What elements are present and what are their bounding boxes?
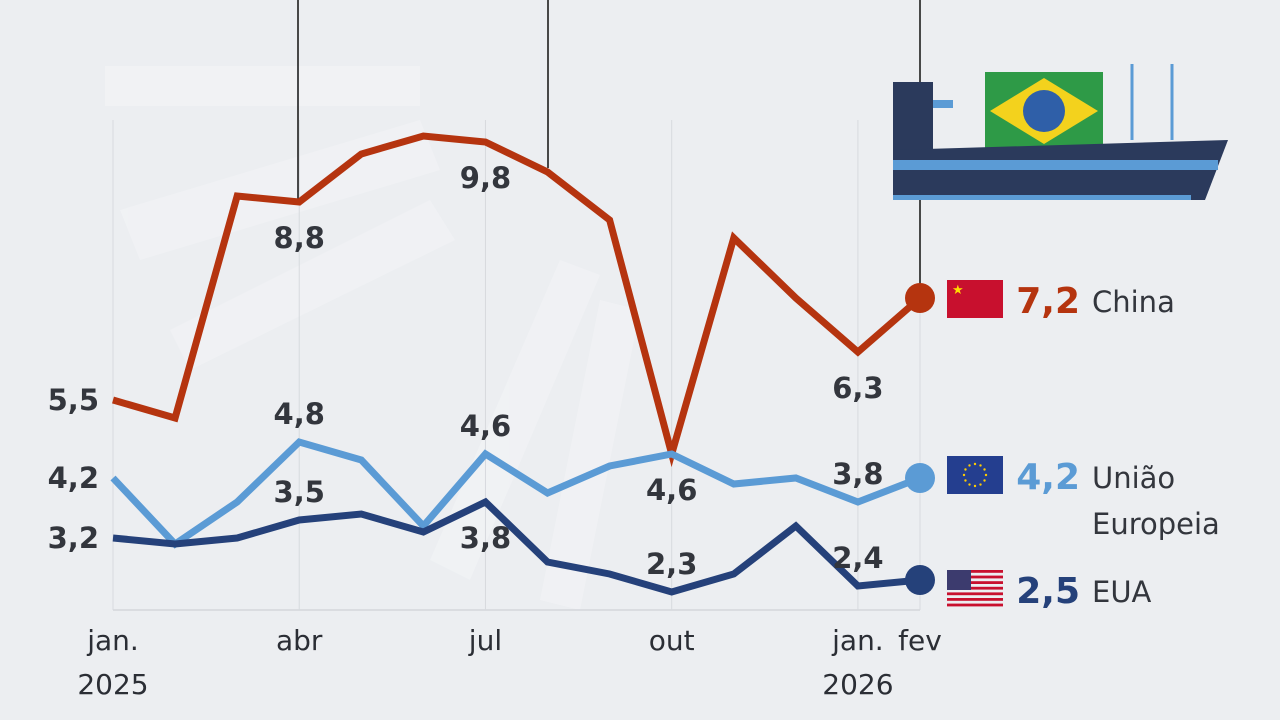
svg-text:★: ★	[952, 282, 964, 297]
eu-flag-icon	[947, 456, 1003, 494]
data-label: 3,5	[274, 475, 325, 509]
end-marker	[905, 283, 935, 313]
ship-cabin	[893, 82, 933, 152]
data-label: 4,2	[48, 461, 99, 495]
data-label: 3,8	[460, 521, 511, 555]
end-marker	[905, 565, 935, 595]
legend-name: EUA	[1092, 575, 1152, 609]
x-tick-label: jul	[468, 624, 502, 657]
background-rays	[105, 66, 640, 610]
data-label: 5,5	[48, 383, 99, 417]
legend-value: 7,2	[1016, 281, 1080, 322]
data-label: 4,6	[460, 409, 511, 443]
data-label: 2,4	[832, 541, 883, 575]
x-tick-label: out	[649, 624, 695, 657]
legend-name: União Europeia	[1092, 461, 1220, 541]
x-tick-label: jan. 2026	[822, 624, 893, 701]
legend-value: 2,5	[1016, 571, 1080, 612]
legend-name: China	[1092, 285, 1175, 319]
data-label: 3,2	[48, 521, 99, 555]
data-label: 6,3	[832, 371, 883, 405]
data-label: 9,8	[460, 161, 511, 195]
data-label: 4,8	[274, 397, 325, 431]
data-label: 3,8	[832, 457, 883, 491]
x-tick-label: fev	[898, 624, 942, 657]
series-line-1	[110, 438, 922, 549]
us-flag-icon	[947, 570, 1003, 607]
data-label: 2,3	[646, 547, 697, 581]
china-flag-icon: ★	[947, 280, 1003, 318]
legend-value: 4,2	[1016, 457, 1080, 498]
x-tick-label: jan. 2025	[77, 624, 148, 701]
data-label: 4,6	[646, 473, 697, 507]
end-marker	[905, 463, 935, 493]
series-line-2	[112, 497, 921, 596]
ship-illustration	[893, 64, 1228, 200]
data-label: 8,8	[274, 221, 325, 255]
series-line-0	[112, 132, 923, 468]
x-tick-label: abr	[276, 624, 323, 657]
